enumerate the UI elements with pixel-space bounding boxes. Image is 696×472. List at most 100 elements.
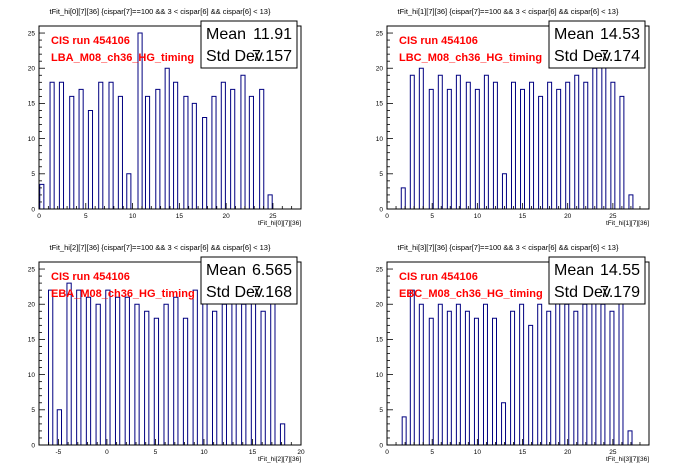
histogram-bin-3 bbox=[67, 283, 71, 445]
y-tick-label: 20 bbox=[376, 66, 384, 73]
plot-title: tFit_hi[0][7][36] {cispar[7]==100 && 3 <… bbox=[50, 7, 271, 16]
plot-title: tFit_hi[2][7][36] {cispar[7]==100 && 3 <… bbox=[50, 243, 271, 252]
histogram-bin-19 bbox=[565, 304, 569, 445]
channel-label: EBC_M08_ch36_HG_timing bbox=[399, 288, 543, 300]
histogram-bin-5 bbox=[438, 75, 442, 209]
histogram-bin-24 bbox=[260, 89, 264, 209]
histogram-bin-1 bbox=[49, 290, 53, 445]
histogram-bin-20 bbox=[221, 82, 225, 209]
histogram-bin-23 bbox=[602, 61, 606, 209]
stats-std-label: Std Dev bbox=[206, 284, 263, 301]
histogram-bin-3 bbox=[419, 304, 423, 445]
x-tick-label: 15 bbox=[249, 449, 257, 456]
run-label: CIS run 454106 bbox=[51, 271, 130, 283]
y-tick-label: 5 bbox=[31, 407, 35, 414]
stats-mean-value: 14.53 bbox=[600, 26, 640, 43]
x-tick-label: 10 bbox=[200, 449, 208, 456]
x-axis-label: tFit_hi[1][7][36] bbox=[606, 220, 649, 227]
stats-std-value: 7.179 bbox=[600, 284, 640, 301]
histogram-bin-3 bbox=[419, 68, 423, 209]
x-tick-label: 10 bbox=[129, 213, 137, 220]
histogram-bin-5 bbox=[86, 297, 90, 445]
x-tick-label: 15 bbox=[519, 213, 527, 220]
x-axis-label: tFit_hi[2][7][36] bbox=[258, 456, 301, 463]
x-tick-label: 20 bbox=[223, 213, 231, 220]
histogram-panel-4: tFit_hi[3][7][36] {cispar[7]==100 && 3 <… bbox=[376, 243, 650, 463]
histogram-bin-6 bbox=[96, 304, 100, 445]
histogram-bin-16 bbox=[539, 96, 543, 209]
stats-std-label: Std Dev bbox=[206, 48, 263, 65]
histogram-bin-2 bbox=[50, 82, 54, 209]
histogram-bin-7 bbox=[99, 82, 103, 209]
histogram-bin-7 bbox=[456, 304, 460, 445]
histogram-bin-11 bbox=[493, 318, 497, 445]
histogram-bin-11 bbox=[145, 311, 149, 445]
y-tick-label: 5 bbox=[379, 407, 383, 414]
histogram-bin-18 bbox=[213, 311, 217, 445]
histogram-bin-13 bbox=[511, 82, 515, 209]
histogram-bin-1 bbox=[402, 417, 406, 445]
histogram-bin-23 bbox=[261, 311, 265, 445]
histogram-bin-20 bbox=[574, 311, 578, 445]
stats-std-value: 7.157 bbox=[252, 48, 292, 65]
channel-label: LBA_M08_ch36_HG_timing bbox=[51, 52, 194, 64]
stats-box-frame bbox=[548, 20, 646, 69]
histogram-bin-17 bbox=[203, 297, 207, 445]
run-label: CIS run 454106 bbox=[399, 35, 478, 47]
histogram-bin-19 bbox=[566, 82, 570, 209]
histogram-bin-22 bbox=[251, 283, 255, 445]
x-tick-label: 0 bbox=[105, 449, 109, 456]
histogram-bin-9 bbox=[118, 96, 122, 209]
x-axis-label: tFit_hi[3][7][36] bbox=[606, 456, 649, 463]
stats-mean-label: Mean bbox=[554, 26, 594, 43]
histogram-bin-13 bbox=[164, 304, 168, 445]
histogram-bin-14 bbox=[521, 89, 525, 209]
histogram-bin-8 bbox=[465, 311, 469, 445]
histogram-bin-18 bbox=[556, 297, 560, 445]
histogram-bin-10 bbox=[127, 174, 131, 209]
histogram-bin-15 bbox=[529, 325, 533, 445]
histogram-bin-12 bbox=[154, 318, 158, 445]
x-tick-label: 5 bbox=[430, 449, 434, 456]
histogram-bin-22 bbox=[241, 75, 245, 209]
histogram-bin-2 bbox=[410, 290, 414, 445]
histogram-bin-24 bbox=[610, 311, 614, 445]
stats-box-frame bbox=[548, 256, 646, 305]
histogram-bin-18 bbox=[557, 89, 561, 209]
run-label: CIS run 454106 bbox=[51, 35, 130, 47]
x-tick-label: 5 bbox=[430, 213, 434, 220]
x-tick-label: 0 bbox=[385, 449, 389, 456]
x-tick-label: -5 bbox=[56, 449, 62, 456]
histogram-bin-2 bbox=[410, 75, 414, 209]
histogram-bin-7 bbox=[456, 75, 460, 209]
x-tick-label: 15 bbox=[176, 213, 184, 220]
histogram-bin-6 bbox=[88, 110, 92, 209]
plot-title: tFit_hi[3][7][36] {cispar[7]==100 && 3 <… bbox=[398, 243, 619, 252]
y-tick-label: 20 bbox=[376, 302, 384, 309]
y-tick-label: 5 bbox=[379, 171, 383, 178]
x-tick-label: 15 bbox=[519, 449, 527, 456]
histogram-bin-9 bbox=[475, 89, 479, 209]
x-tick-label: 10 bbox=[474, 213, 482, 220]
histogram-bin-10 bbox=[484, 75, 488, 209]
histogram-bin-14 bbox=[174, 297, 178, 445]
histogram-series bbox=[387, 60, 649, 210]
histogram-bin-25 bbox=[268, 195, 272, 209]
stats-mean-label: Mean bbox=[554, 262, 594, 279]
x-tick-label: 20 bbox=[564, 449, 572, 456]
channel-label: EBA_M08_ch36_HG_timing bbox=[51, 288, 195, 300]
histogram-panel-2: tFit_hi[1][7][36] {cispar[7]==100 && 3 <… bbox=[376, 7, 650, 227]
histogram-bin-21 bbox=[584, 82, 588, 209]
y-tick-label: 20 bbox=[28, 302, 36, 309]
histogram-bin-23 bbox=[601, 304, 605, 445]
histogram-bin-4 bbox=[429, 318, 433, 445]
histogram-bin-14 bbox=[165, 68, 169, 209]
histogram-bin-20 bbox=[232, 297, 236, 445]
x-tick-label: 0 bbox=[385, 213, 389, 220]
y-tick-label: 0 bbox=[31, 442, 35, 449]
histogram-bin-11 bbox=[493, 82, 497, 209]
histogram-bin-20 bbox=[575, 75, 579, 209]
histogram-bin-9 bbox=[125, 297, 129, 445]
